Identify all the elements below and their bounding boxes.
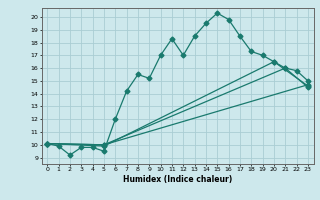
X-axis label: Humidex (Indice chaleur): Humidex (Indice chaleur) — [123, 175, 232, 184]
